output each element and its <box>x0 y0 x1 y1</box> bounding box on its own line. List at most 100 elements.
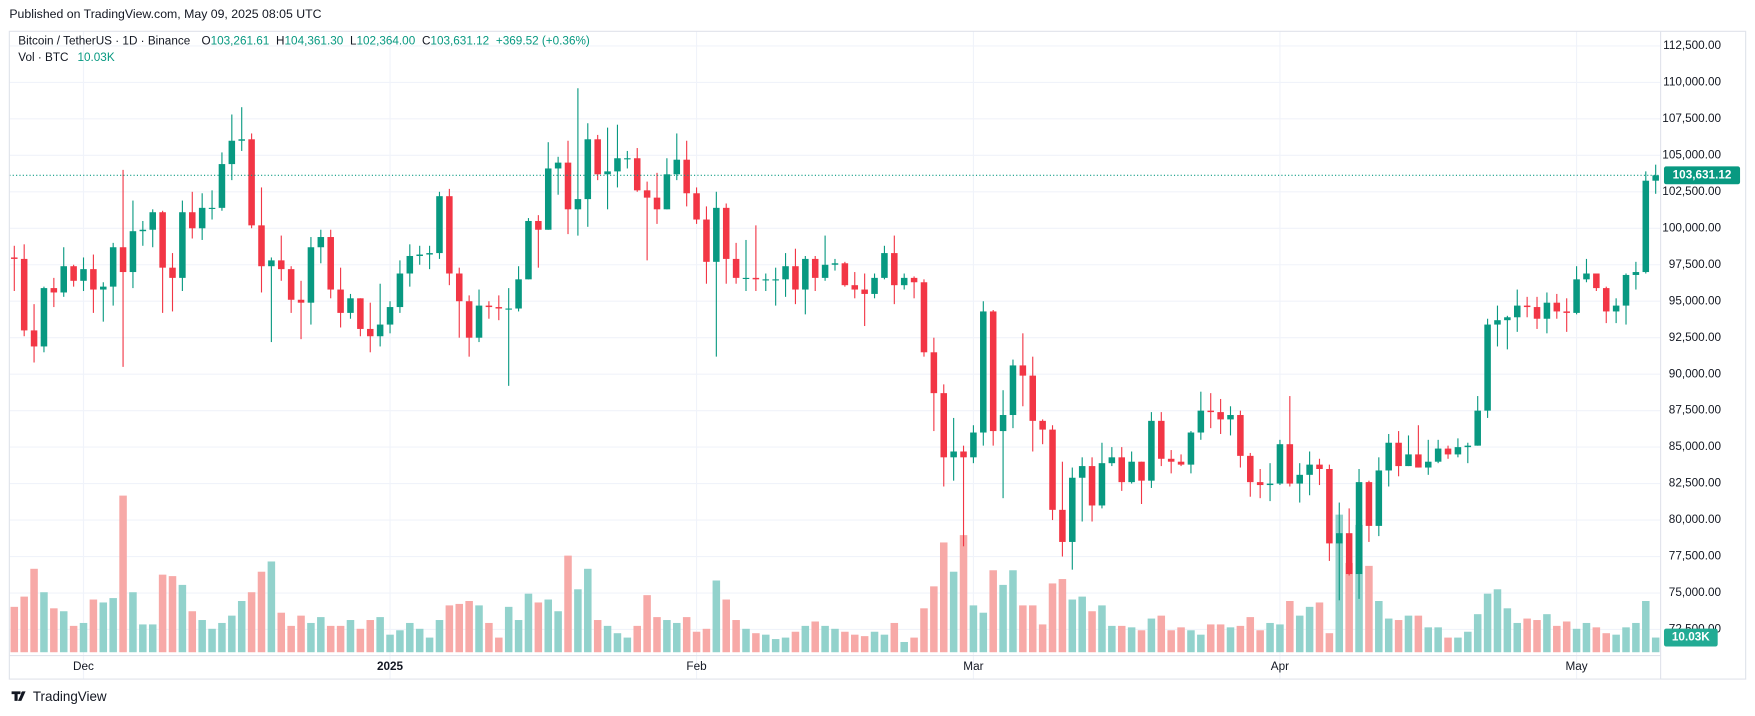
candle-body <box>1286 444 1294 484</box>
volume-bar <box>1562 621 1571 653</box>
candle-body <box>970 432 977 458</box>
volume-bar <box>1206 624 1215 653</box>
volume-bar <box>1187 630 1195 653</box>
volume-bar <box>811 621 819 653</box>
candle-body <box>1533 307 1541 319</box>
candle-body <box>1177 461 1185 465</box>
y-tick-label: 100,000.00 <box>1662 221 1721 234</box>
candle-body <box>841 263 849 286</box>
candle-body <box>268 260 275 267</box>
volume-bar <box>1246 617 1255 653</box>
published-note: Published on TradingView.com, May 09, 20… <box>9 7 321 21</box>
y-tick-label: 77,500.00 <box>1669 550 1722 563</box>
candle-body <box>1108 457 1116 464</box>
candle-body <box>604 171 611 175</box>
candle-body <box>1039 420 1046 430</box>
y-tick-label: 90,000.00 <box>1669 367 1722 380</box>
volume-bar <box>336 625 345 653</box>
candle-body <box>455 273 463 302</box>
candle-body <box>337 289 344 313</box>
x-tick-label: 2025 <box>377 660 404 673</box>
candle-body <box>396 273 404 308</box>
candle-body <box>485 305 493 308</box>
candle-body <box>722 207 730 259</box>
candle-body <box>693 193 700 220</box>
volume-bar <box>59 611 68 653</box>
close-key: C <box>422 34 431 47</box>
overlay-layer: 72,500.0075,000.0077,500.0080,000.0082,5… <box>9 39 1741 673</box>
change-value: +369.52 (+0.36%) <box>496 34 590 47</box>
candle-body <box>989 311 997 432</box>
candle-body <box>1029 375 1037 421</box>
volume-bar <box>1365 565 1373 653</box>
volume-bar <box>1572 628 1581 653</box>
candle-body <box>109 247 117 287</box>
y-tick-label: 92,500.00 <box>1669 331 1722 344</box>
volume-bar <box>1108 625 1116 653</box>
candle-body <box>1187 432 1195 465</box>
y-tick-label: 102,500.00 <box>1662 185 1721 198</box>
candle-body <box>248 139 255 226</box>
chart-frame <box>8 30 1747 680</box>
y-tick-label: 105,000.00 <box>1662 148 1721 161</box>
volume-bar <box>762 634 770 653</box>
candle-body <box>40 288 48 347</box>
volume-bar <box>702 628 711 653</box>
volume-bar <box>722 599 730 653</box>
volume-bar <box>1473 614 1482 653</box>
volume-bar <box>356 628 365 653</box>
candle-body <box>584 139 592 200</box>
volume-bar <box>89 599 98 653</box>
candle-body <box>70 266 77 281</box>
volume-bar <box>979 612 988 653</box>
candle-body <box>633 158 641 191</box>
candle-body <box>1622 274 1630 306</box>
candle-body <box>1474 410 1481 446</box>
volume-bar <box>524 593 533 653</box>
candle-body <box>60 266 67 293</box>
candle-body <box>663 174 671 210</box>
volume-bar <box>50 608 58 653</box>
candle-body <box>1059 509 1066 542</box>
candle-body <box>1355 482 1363 575</box>
volume-bar <box>1513 622 1522 653</box>
volume-bar <box>1651 637 1660 653</box>
candle-body <box>1197 410 1205 433</box>
volume-bar <box>495 637 503 653</box>
candle-body <box>1563 311 1570 313</box>
candle-body <box>208 207 216 209</box>
volume-bar <box>870 631 879 653</box>
volume-bar <box>1276 624 1284 653</box>
candle-body <box>198 207 206 229</box>
candle-body <box>1049 429 1056 510</box>
volume-bar <box>1315 602 1324 653</box>
volume-bar <box>119 495 127 653</box>
candle-body <box>1494 320 1501 325</box>
candle-body <box>80 269 87 281</box>
volume-bar <box>999 584 1007 653</box>
open-key: O <box>201 34 210 47</box>
candle-body <box>1444 448 1452 455</box>
candle-body <box>1167 458 1175 462</box>
volume-bar <box>1404 615 1413 653</box>
volume-bar <box>564 555 572 653</box>
volume-bar <box>326 625 335 653</box>
candle-body <box>119 247 127 273</box>
candle-body <box>1543 302 1551 319</box>
close-value: 103,631.12 <box>430 34 489 47</box>
volume-bar <box>237 600 246 653</box>
volume-bar <box>346 620 355 653</box>
volume-bar <box>425 637 434 653</box>
candle-body <box>920 282 928 353</box>
candle-body <box>1148 420 1155 481</box>
volume-bar <box>1048 583 1057 653</box>
last-volume-label: 10.03K <box>1672 631 1710 644</box>
volume-bar <box>1602 633 1610 653</box>
volume-bar <box>366 620 375 653</box>
candle-body <box>871 277 878 294</box>
candle-body <box>1276 444 1284 484</box>
candle-body <box>1464 445 1472 448</box>
volume-bar <box>1216 624 1225 653</box>
volume-bar <box>653 617 661 653</box>
